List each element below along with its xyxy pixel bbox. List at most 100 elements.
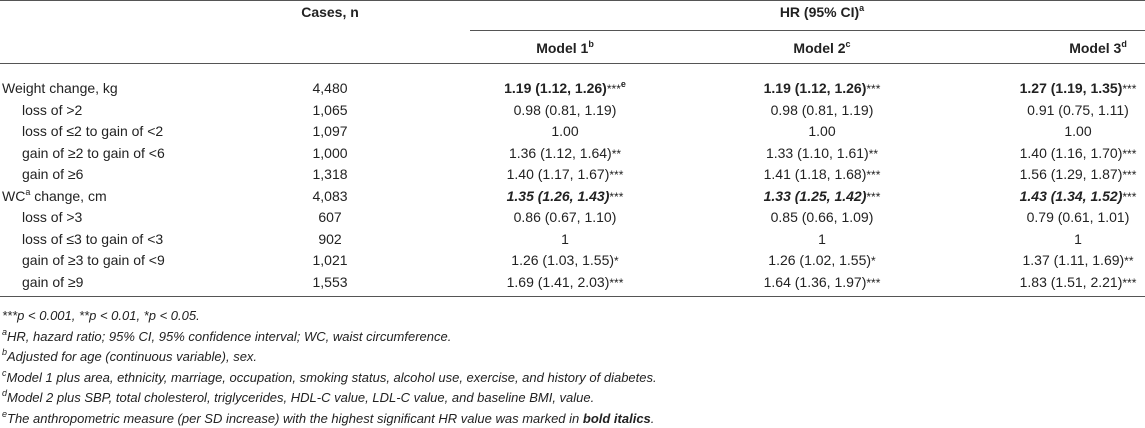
footnote: ***p < 0.001, **p < 0.01, *p < 0.05. <box>2 307 200 325</box>
footnote: aHR, hazard ratio; 95% CI, 95% confidenc… <box>2 327 451 346</box>
hr-value: 1.26 (1.02, 1.55) <box>768 252 872 268</box>
footnote-ref: e <box>620 79 626 89</box>
row-label: loss of ≤3 to gain of <3 <box>22 230 163 248</box>
hr-value: 1.41 (1.18, 1.68) <box>763 166 867 182</box>
hr-cell: 1 <box>1074 230 1082 248</box>
cases-cell: 4,480 <box>312 79 347 97</box>
row-label: gain of ≥3 to gain of <9 <box>22 251 165 269</box>
footnote-text: Model 2 plus SBP, total cholesterol, tri… <box>7 390 595 405</box>
significance-stars: *** <box>1122 146 1137 161</box>
hr-value: 1.00 <box>808 123 836 139</box>
hr-value: 1.37 (1.11, 1.69) <box>1022 252 1125 268</box>
row-label: loss of >2 <box>22 101 82 119</box>
cases-cell: 4,083 <box>312 187 347 205</box>
hr-header: HR (95% CI)a <box>780 3 864 21</box>
hr-value: 1.69 (1.41, 2.03) <box>506 273 610 290</box>
hr-cell: 1.56 (1.29, 1.87)*** <box>1020 165 1137 183</box>
hr-value: 1.35 (1.26, 1.43) <box>506 187 610 204</box>
label-text: Weight change, kg <box>2 80 118 96</box>
cell-text: 4,083 <box>312 187 348 204</box>
significance-stars: *** <box>866 189 881 204</box>
hr-cell: 1.64 (1.36, 1.97)*** <box>764 273 881 291</box>
hr-cell: 1.69 (1.41, 2.03)*** <box>507 273 624 291</box>
significance-stars: *** <box>606 82 621 96</box>
hr-value: 1.19 (1.12, 1.26) <box>504 80 607 96</box>
hr-value: 1.33 (1.10, 1.61) <box>765 144 869 161</box>
footnote-ref: a <box>25 186 31 197</box>
hr-value: 1.00 <box>551 123 579 139</box>
hr-rule <box>470 30 1145 31</box>
label-text: gain of ≥6 <box>22 166 84 182</box>
hr-value: 1.19 (1.12, 1.26) <box>763 80 867 96</box>
footnote-mark: b <box>2 347 8 357</box>
hr-cell: 1.19 (1.12, 1.26)*** <box>764 79 881 97</box>
label-text: gain of ≥3 to gain of <9 <box>22 252 165 268</box>
cell-text: 1,021 <box>312 252 348 268</box>
label-text: gain of ≥9 <box>22 273 84 290</box>
hr-value: 1.43 (1.34, 1.52) <box>1019 187 1123 204</box>
footnote-bold: bold italics <box>582 410 651 426</box>
row-label: gain of ≥9 <box>22 273 83 291</box>
significance-stars: * <box>614 254 619 268</box>
significance-stars: *** <box>609 189 624 204</box>
model-header: Model 3d <box>1069 39 1127 57</box>
hr-cell: 1.40 (1.17, 1.67)*** <box>507 165 624 183</box>
cases-header: Cases, n <box>301 3 359 21</box>
row-label: loss of >3 <box>22 208 82 226</box>
hr-cell: 1.26 (1.02, 1.55)* <box>768 251 875 269</box>
hr-cell: 0.91 (0.75, 1.11) <box>1027 101 1129 119</box>
hr-cell: 1.41 (1.18, 1.68)*** <box>764 165 881 183</box>
significance-stars: *** <box>609 168 624 182</box>
row-label: gain of ≥6 <box>22 165 83 183</box>
footnote-text: Model 1 plus area, ethnicity, marriage, … <box>6 369 657 385</box>
group-label: Weight change, kg <box>2 79 118 97</box>
significance-stars: * <box>871 254 876 268</box>
hr-value: 1 <box>818 230 826 247</box>
bottom-rule <box>0 296 1145 297</box>
hr-cell: 0.86 (0.67, 1.10) <box>514 208 617 226</box>
significance-stars: ** <box>1124 254 1134 268</box>
header-text: Model 3 <box>1069 40 1122 56</box>
hr-value: 0.86 (0.67, 1.10) <box>513 209 617 225</box>
hr-value: 0.98 (0.81, 1.19) <box>513 101 617 118</box>
hr-cell: 0.79 (0.61, 1.01) <box>1027 208 1130 226</box>
hr-value: 1.40 (1.16, 1.70) <box>1019 144 1123 161</box>
hr-cell: 1.33 (1.25, 1.42)*** <box>764 187 881 205</box>
model-header: Model 1b <box>536 39 594 57</box>
significance-stars: *** <box>866 275 881 290</box>
row-label: gain of ≥2 to gain of <6 <box>22 144 165 162</box>
cases-cell: 902 <box>318 230 341 248</box>
group-label: WCa change, cm <box>2 187 107 205</box>
hr-cell: 1.00 <box>551 122 578 140</box>
significance-stars: *** <box>1122 189 1137 204</box>
hr-cell: 1.40 (1.16, 1.70)*** <box>1020 144 1137 162</box>
significance-stars: *** <box>1122 168 1137 182</box>
label-text: gain of ≥2 to gain of <6 <box>22 144 165 161</box>
hr-value: 1.26 (1.03, 1.55) <box>511 252 615 268</box>
hr-cell: 1.43 (1.34, 1.52)*** <box>1020 187 1137 205</box>
row-label: loss of ≤2 to gain of <2 <box>22 122 163 140</box>
footnote: dModel 2 plus SBP, total cholesterol, tr… <box>2 389 594 407</box>
cell-text: 1,097 <box>312 123 348 139</box>
hr-value: 1.83 (1.51, 2.21) <box>1019 273 1123 290</box>
significance-stars: ** <box>868 146 879 161</box>
significance-stars: *** <box>1122 82 1137 96</box>
header-text: Model 1 <box>536 40 589 56</box>
label-text: loss of ≤3 to gain of <3 <box>22 230 164 247</box>
cases-cell: 1,097 <box>312 122 347 140</box>
hr-value: 1 <box>561 230 569 247</box>
significance-stars: *** <box>609 275 624 290</box>
cases-cell: 607 <box>318 208 341 226</box>
footnote-ref: c <box>845 39 851 49</box>
hr-cell: 1 <box>561 230 569 248</box>
footnote: cModel 1 plus area, ethnicity, marriage,… <box>2 368 657 387</box>
hr-value: 0.79 (0.61, 1.01) <box>1026 209 1130 225</box>
hr-value: 1.40 (1.17, 1.67) <box>506 166 610 182</box>
hr-cell: 1.83 (1.51, 2.21)*** <box>1020 273 1137 291</box>
hr-value: 1.27 (1.19, 1.35) <box>1019 80 1123 96</box>
footnote-text: The anthropometric measure (per SD incre… <box>7 410 583 426</box>
hr-value: 1.56 (1.29, 1.87) <box>1019 166 1123 182</box>
footnote-text: . <box>650 410 655 426</box>
hr-value: 0.85 (0.66, 1.09) <box>770 209 874 225</box>
